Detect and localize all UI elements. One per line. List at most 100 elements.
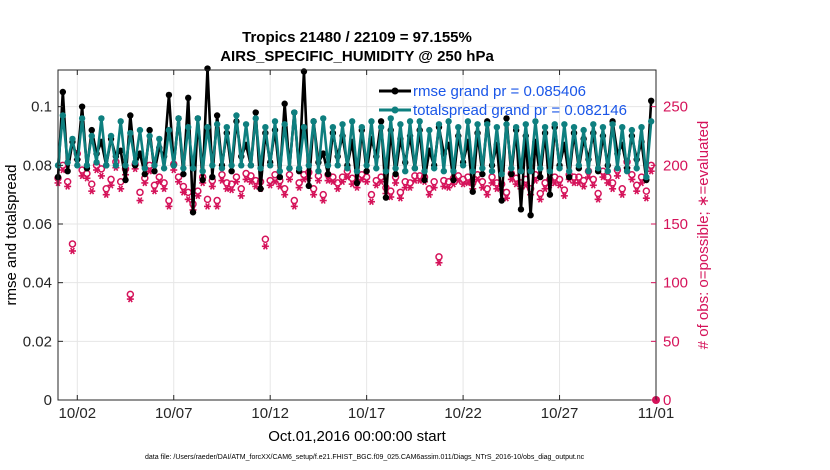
spread-point [170,162,177,169]
obs-evaluated-point [536,195,544,203]
spread-point [315,168,322,175]
obs-possible-point [425,185,434,193]
obs-evaluated-stroke [267,181,273,189]
obs-evaluated-stroke [378,178,384,186]
spread-point [430,165,438,172]
y-tick-label-right: 0 [663,392,671,409]
grid [58,70,657,401]
obs-evaluated-point [633,187,641,195]
obs-possible-point [329,173,337,181]
spread-point [93,159,100,166]
obs-evaluated-point [425,191,433,199]
obs-evaluated-stroke [349,180,355,188]
spread-point [310,118,317,125]
obs-evaluated-stroke [643,194,649,202]
obs-evaluated-stroke [359,176,365,183]
spread-point [300,124,308,131]
spread-line [56,111,653,179]
obs-evaluated-stroke [180,188,186,196]
rmse-point [647,97,655,105]
obs-evaluated-stroke [504,194,509,202]
spread-point [527,168,534,175]
spread-point [271,118,279,125]
spread-point [363,162,370,169]
obs-evaluated-stroke [402,184,408,192]
obs-evaluated-point [613,172,621,180]
obs-possible-point [155,173,164,181]
rmse-point [64,168,71,175]
spread-point [209,162,216,169]
rmse-point [59,88,67,96]
obs-evaluated-point [247,178,255,186]
rmse-point [546,191,554,198]
spread-point [556,165,563,172]
obs-possible-point [575,173,583,181]
obs-evaluated-stroke [465,179,471,187]
obs-evaluated-stroke [60,166,66,174]
spread-point [344,165,351,172]
spread-point [291,109,298,116]
obs-evaluated-stroke [639,179,644,187]
obs-evaluated-point [150,187,158,195]
obs-evaluated-stroke [94,166,100,174]
obs-evaluated-stroke [344,173,350,181]
series-layer [54,65,655,219]
rmse-point [180,170,187,178]
obs-evaluated-stroke [147,167,153,175]
obs-evaluated-point [483,191,491,199]
obs-evaluated-stroke [185,195,191,203]
spread-point [623,168,631,175]
spread-point [459,162,467,169]
spread-point [517,168,525,175]
obs-evaluated-point [464,179,472,187]
spread-point [609,121,616,128]
legend-spread-marker [391,106,399,114]
spread-point [358,124,366,131]
obs-evaluated-stroke [426,191,432,199]
rmse-point [146,126,153,134]
rmse-point [392,170,399,178]
obs-possible-point [165,196,173,205]
obs-possible-point [333,179,342,187]
rmse-line [56,67,653,217]
obs-evaluated-point [290,202,298,210]
obs-evaluated-stroke [614,172,620,180]
obs-evaluated-point [396,194,404,202]
obs-evaluated-point [88,187,96,195]
y-tick-label-right: 200 [663,157,688,174]
spread-point [561,121,568,128]
obs-evaluated-stroke [581,183,587,190]
obs-evaluated-point [64,183,72,190]
obs-evaluated-stroke [214,202,220,210]
rmse-point [421,176,428,184]
obs-evaluated-point [184,195,192,203]
spread-point [117,118,124,125]
obs-evaluated-point [93,166,101,174]
obs-evaluated-stroke [224,185,230,193]
spread-point [474,121,481,128]
spread-point [228,162,235,169]
obs-evaluated-point [78,172,86,180]
obs-evaluated-stroke [156,178,162,186]
y-axis-right: 0 50 100 150 200 250 [651,99,688,409]
obs-evaluated-stroke [523,181,529,189]
obs-evaluated-point [107,181,115,189]
obs-possible-point [560,186,569,194]
spread-point [131,159,139,166]
obs-evaluated-point [334,185,342,193]
obs-evaluated-point [204,202,211,210]
spread-point [324,162,332,169]
spread-point [112,162,120,169]
obs-possible-point [309,185,318,193]
rmse-point [565,173,573,181]
obs-possible-point [628,170,636,179]
x-axis: 10/02 10/07 10/12 10/17 10/22 10/27 11/01 [59,70,674,422]
spread-point [339,121,346,128]
obs-evaluated-point [599,173,607,181]
spread-point [387,115,394,122]
obs-evaluated-point [252,183,260,190]
obs-evaluated-point [160,185,168,193]
obs-evaluated-point [503,194,510,202]
obs-evaluated-stroke [127,295,133,303]
obs-evaluated-stroke [320,197,326,204]
